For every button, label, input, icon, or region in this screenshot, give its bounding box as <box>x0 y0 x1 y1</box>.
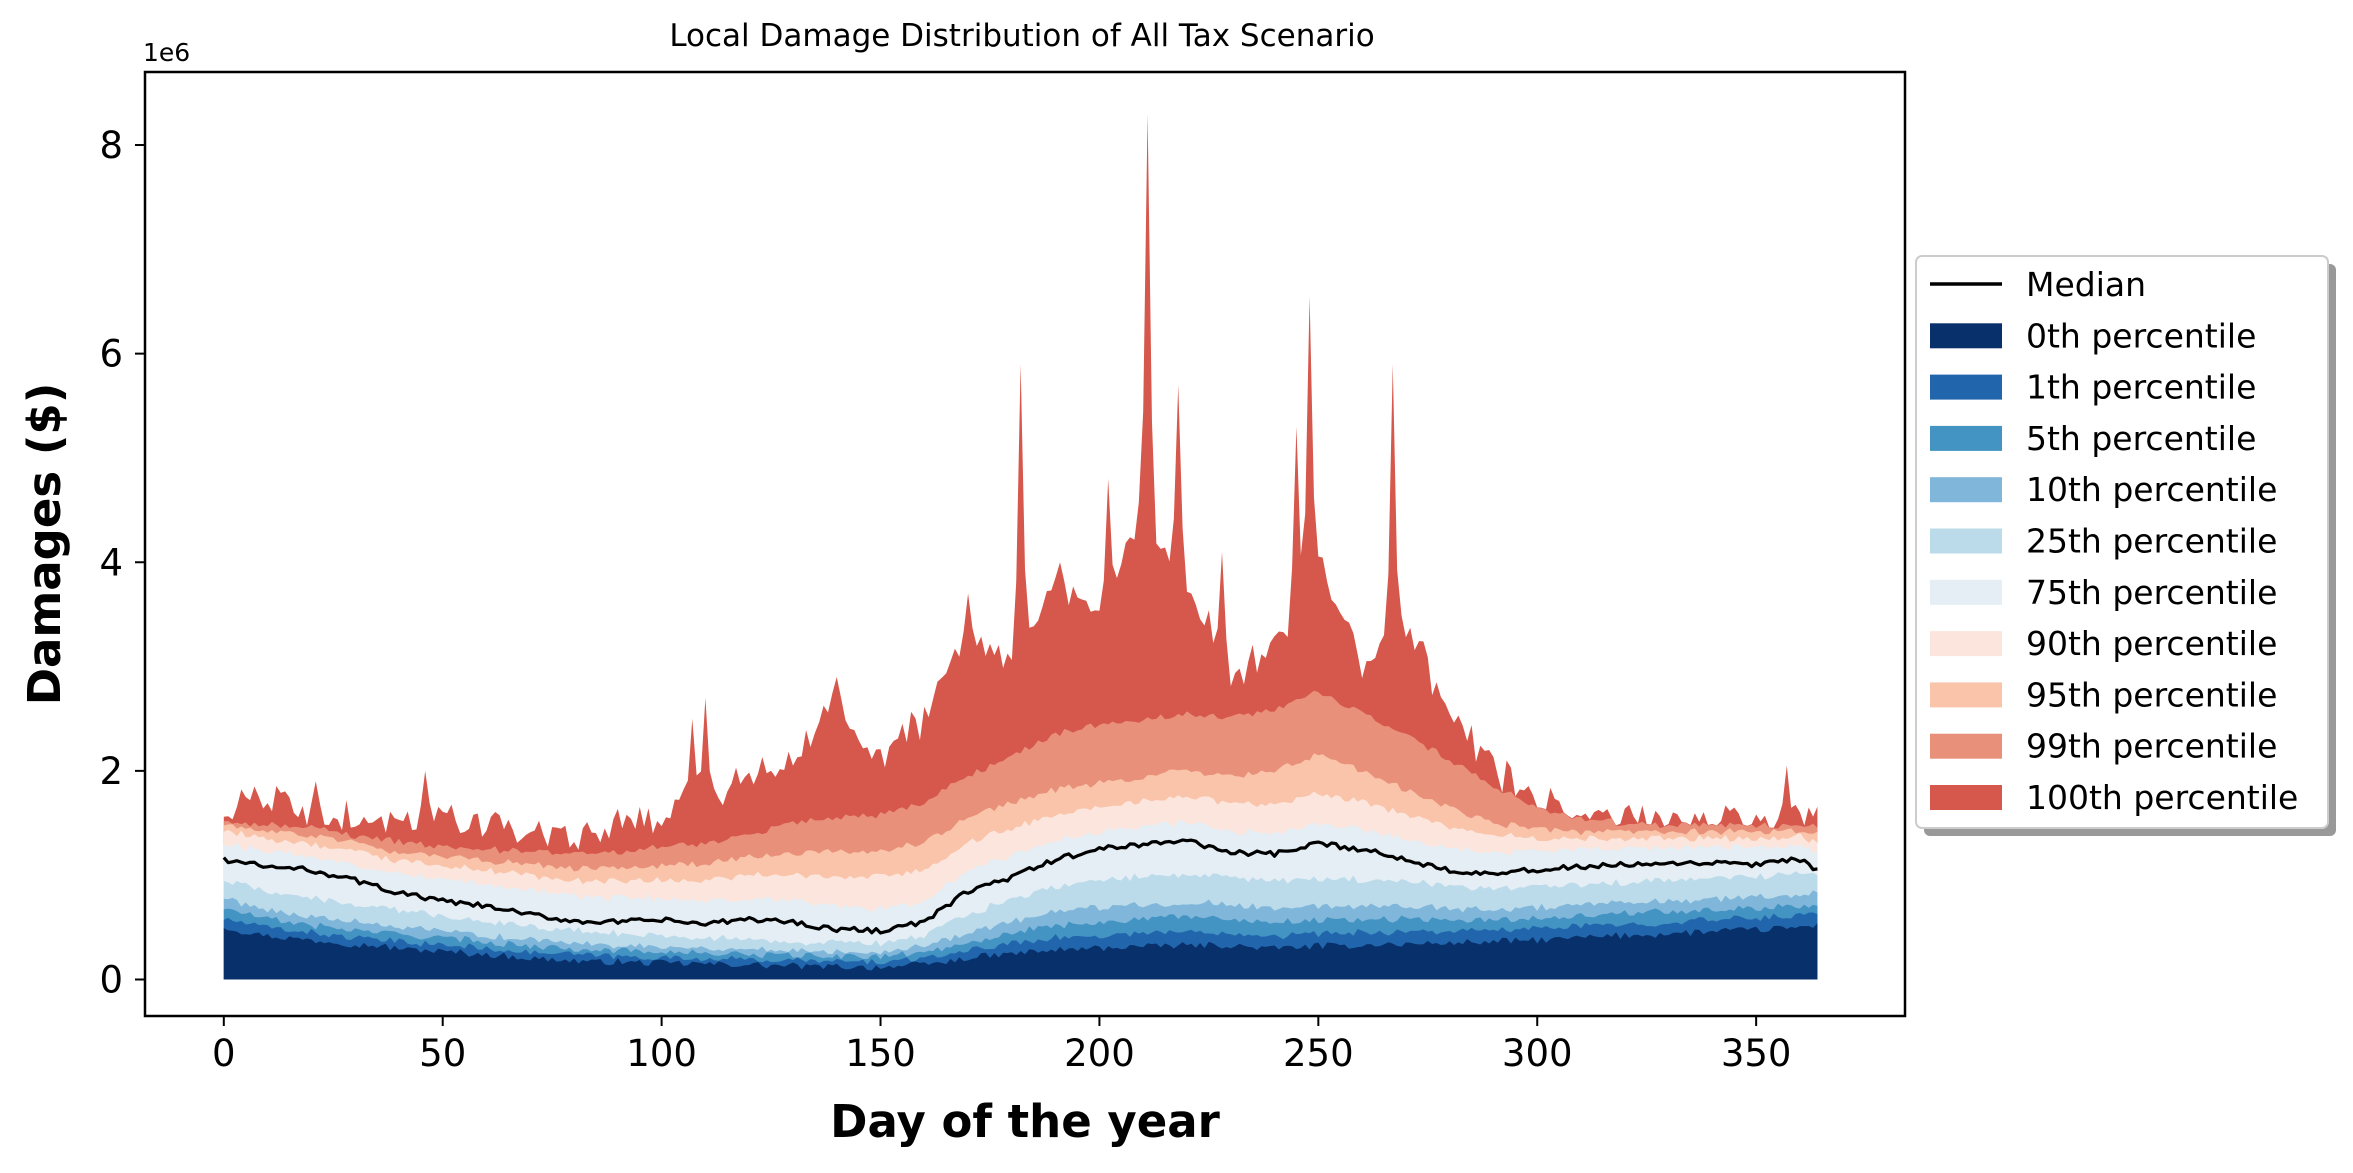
legend-label: 100th percentile <box>2026 778 2298 817</box>
legend-label: 90th percentile <box>2026 624 2277 663</box>
x-tick-label: 100 <box>626 1032 697 1075</box>
legend-swatch <box>1930 785 2002 810</box>
y-tick-label: 4 <box>99 541 123 584</box>
x-axis-label: Day of the year <box>830 1095 1220 1148</box>
legend-swatch <box>1930 682 2002 708</box>
legend-entry: 5th percentile <box>1930 419 2256 458</box>
legend-label: 95th percentile <box>2026 675 2277 714</box>
plot-area <box>222 113 1818 980</box>
legend-label: 5th percentile <box>2026 419 2256 458</box>
legend-swatch <box>1930 374 2002 400</box>
legend-label: 25th percentile <box>2026 522 2277 561</box>
plot-frame <box>143 70 1907 1018</box>
y-axis: 0 2 4 6 8 <box>99 124 145 1001</box>
band-0th <box>223 923 1818 980</box>
legend-swatch <box>1930 425 2002 451</box>
legend-entry: 90th percentile <box>1930 624 2277 663</box>
legend-swatch <box>1930 579 2002 605</box>
legend-entry: 100th percentile <box>1930 778 2298 817</box>
legend-label: 99th percentile <box>2026 727 2277 766</box>
legend-label: 75th percentile <box>2026 573 2277 612</box>
legend: Median 0th percentile 1th percentile 5th pe… <box>1915 255 2336 836</box>
legend-label: 0th percentile <box>2026 316 2256 355</box>
legend-label: Median <box>2026 265 2146 304</box>
legend-entry: 25th percentile <box>1930 522 2277 561</box>
legend-swatch <box>1930 477 2002 503</box>
y-axis-multiplier: 1e6 <box>143 38 190 67</box>
chart-title: Local Damage Distribution of All Tax Sce… <box>669 18 1374 54</box>
x-tick-label: 50 <box>419 1032 466 1075</box>
median-line <box>222 838 1818 935</box>
legend-entry: 95th percentile <box>1930 675 2277 714</box>
legend-swatch <box>1930 631 2002 657</box>
legend-label: 10th percentile <box>2026 470 2277 509</box>
x-tick-label: 200 <box>1064 1032 1135 1075</box>
legend-entry: 99th percentile <box>1930 727 2277 766</box>
y-tick-label: 8 <box>99 124 123 167</box>
legend-entry: 75th percentile <box>1930 573 2277 612</box>
x-tick-label: 150 <box>845 1032 916 1075</box>
legend-entry: 1th percentile <box>1930 368 2256 407</box>
legend-swatch <box>1930 528 2002 554</box>
x-tick-label: 300 <box>1502 1032 1573 1075</box>
x-tick-label: 0 <box>212 1032 236 1075</box>
y-tick-label: 0 <box>99 958 123 1001</box>
legend-entry: 0th percentile <box>1930 316 2256 355</box>
x-axis: 0 50 100 150 200 250 300 350 <box>212 1016 1791 1075</box>
y-axis-label: Damages ($) <box>18 383 71 706</box>
legend-swatch <box>1930 733 2002 759</box>
y-tick-label: 6 <box>99 333 123 376</box>
legend-label: 1th percentile <box>2026 368 2256 407</box>
legend-entry: Median <box>1930 265 2146 304</box>
x-tick-label: 350 <box>1721 1032 1792 1075</box>
legend-box <box>1915 255 2329 829</box>
legend-entry: 10th percentile <box>1930 470 2277 509</box>
y-tick-label: 2 <box>99 750 123 793</box>
legend-swatch <box>1930 323 2002 349</box>
x-tick-label: 250 <box>1283 1032 1354 1075</box>
